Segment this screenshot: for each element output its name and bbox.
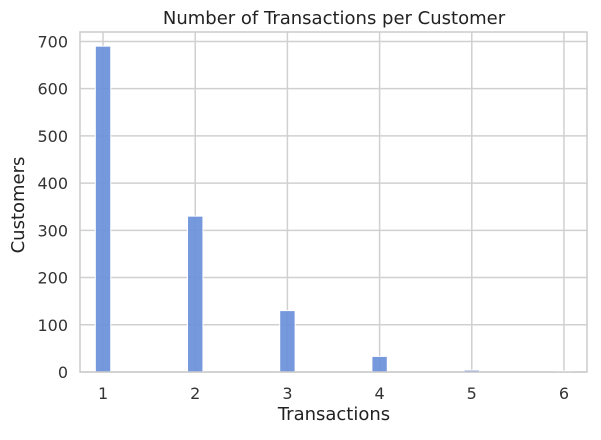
y-tick-label: 400 (37, 174, 68, 193)
y-tick-label: 0 (58, 363, 68, 382)
x-tick-label: 2 (190, 384, 200, 403)
bar-2 (187, 215, 204, 373)
y-tick-label: 700 (37, 32, 68, 51)
plot-frame (79, 31, 588, 373)
x-tick-label: 1 (98, 384, 108, 403)
x-tick-labels: 1 2 3 4 5 6 (98, 384, 569, 403)
y-tick-labels: 0 100 200 300 400 500 600 700 (37, 32, 68, 382)
y-tick-label: 100 (37, 316, 68, 335)
x-tick-label: 3 (282, 384, 292, 403)
bar-4 (371, 355, 388, 373)
bar-3 (279, 310, 296, 373)
x-tick-label: 4 (374, 384, 384, 403)
y-tick-label: 500 (37, 127, 68, 146)
grid (80, 32, 587, 373)
chart-title: Number of Transactions per Customer (163, 8, 506, 29)
x-axis-label: Transactions (277, 404, 390, 425)
x-tick-label: 6 (559, 384, 569, 403)
y-tick-label: 300 (37, 221, 68, 240)
y-axis-label: Customers (8, 157, 29, 254)
bar-1 (94, 45, 112, 373)
y-tick-label: 200 (37, 269, 68, 288)
x-tick-label: 5 (467, 384, 477, 403)
y-tick-label: 600 (37, 80, 68, 99)
